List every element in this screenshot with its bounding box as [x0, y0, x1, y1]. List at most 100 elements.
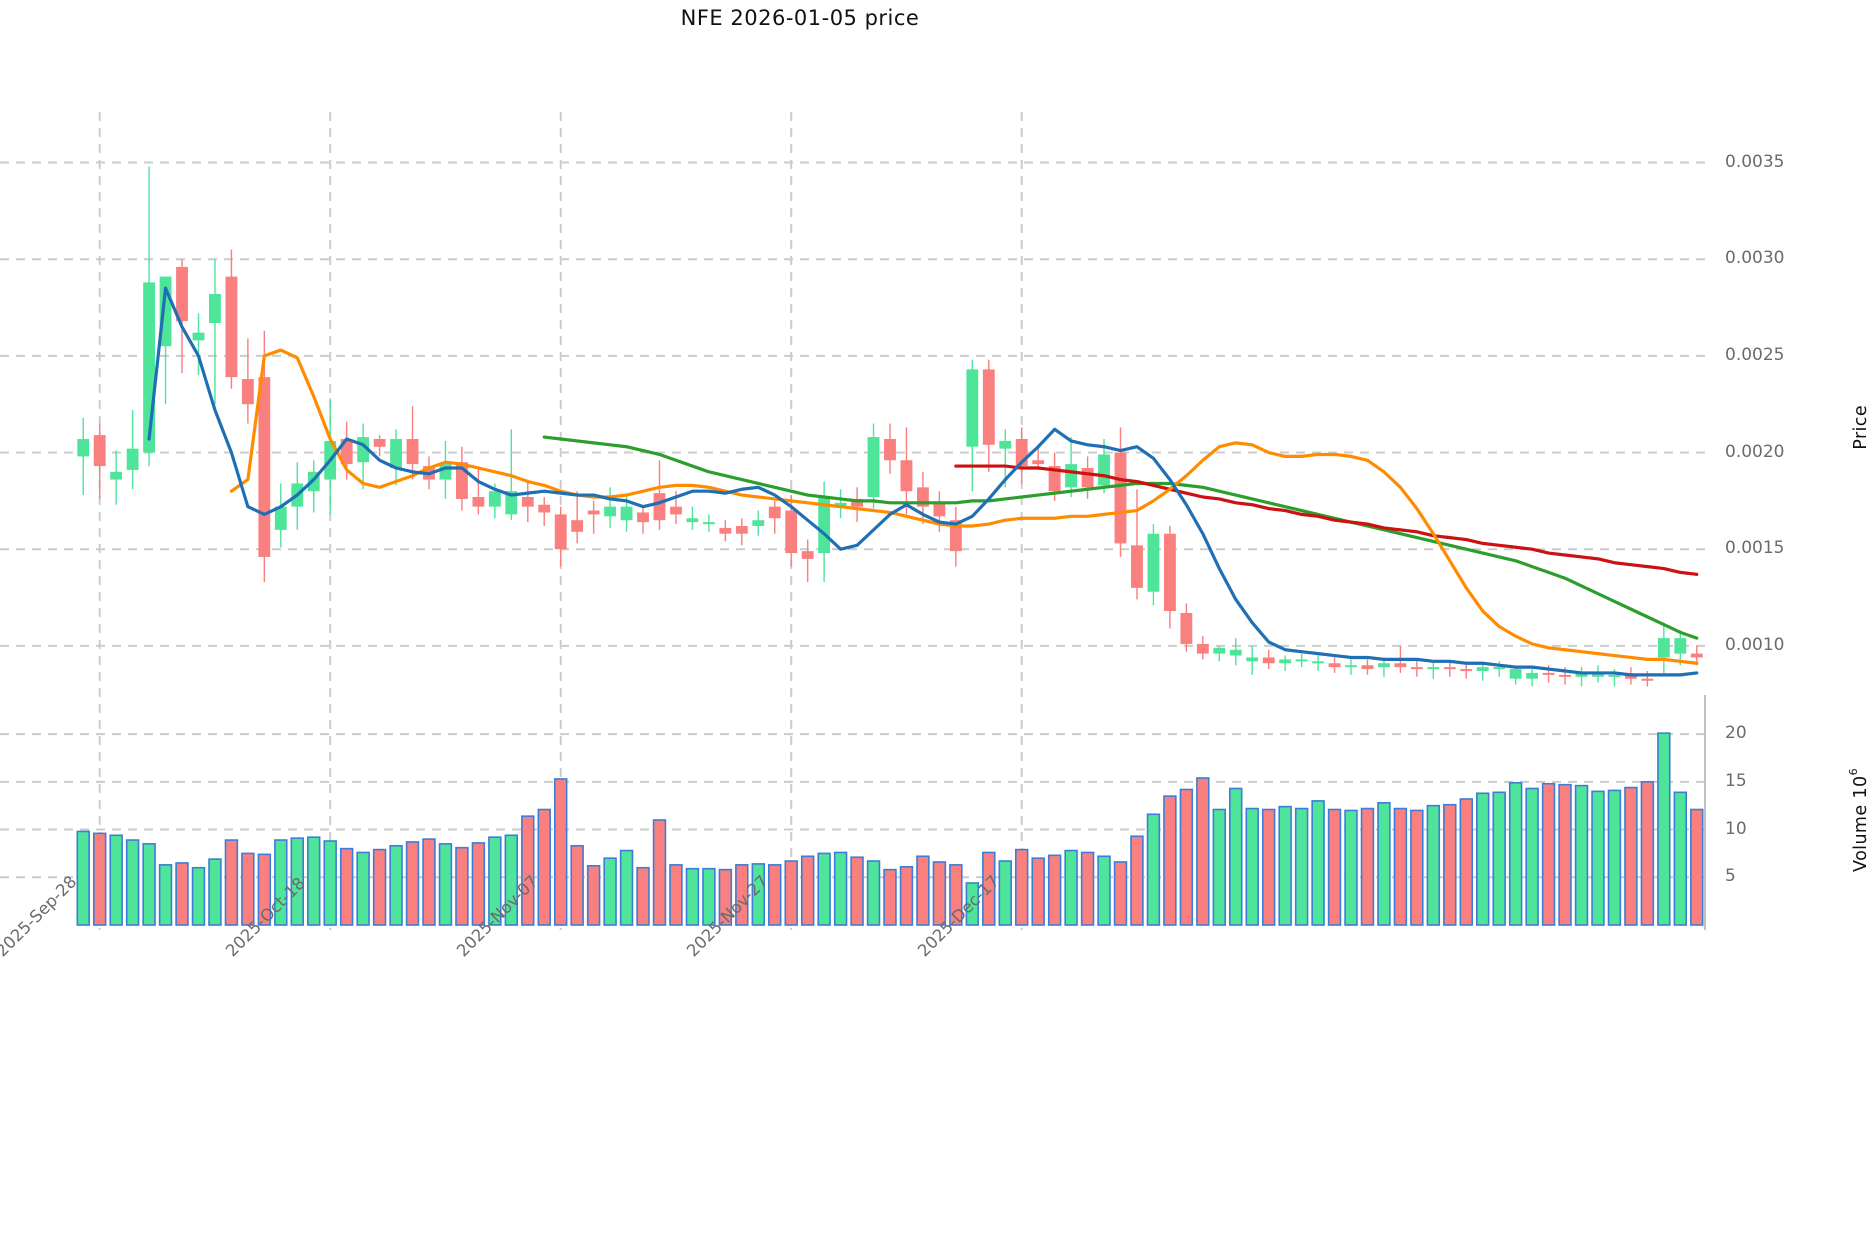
- volume-bar: [455, 846, 469, 926]
- candle-body: [1262, 657, 1275, 664]
- candle-body: [1048, 466, 1061, 492]
- volume-bar: [1426, 804, 1441, 926]
- volume-bar: [241, 852, 255, 926]
- volume-bar: [158, 864, 173, 926]
- volume-bar: [850, 856, 864, 926]
- price-tick-label: 0.0015: [1725, 538, 1785, 559]
- volume-bars-layer: [76, 732, 1704, 926]
- volume-bar: [619, 849, 634, 926]
- volume-bar: [471, 842, 486, 926]
- volume-bar: [257, 853, 272, 926]
- volume-bar: [817, 852, 831, 926]
- candle-body: [670, 506, 682, 515]
- candle-body: [258, 377, 271, 557]
- volume-bar: [883, 868, 897, 926]
- volume-bar: [1130, 835, 1144, 926]
- volume-bar: [1541, 782, 1556, 926]
- volume-bar: [356, 851, 370, 926]
- volume-bar: [735, 864, 749, 926]
- moving-average-lines-layer: [147, 286, 1699, 677]
- candle-body: [439, 464, 452, 480]
- candle-body: [455, 462, 468, 499]
- candle-body: [1443, 667, 1456, 670]
- price-tick-label: 0.0020: [1725, 441, 1785, 462]
- candle-body: [488, 491, 501, 507]
- candle-body: [1592, 672, 1604, 677]
- volume-bar: [603, 857, 617, 926]
- candle-body: [357, 437, 370, 463]
- volume-axis-title-text: Volume 10: [1851, 775, 1871, 872]
- candle-body: [851, 498, 863, 507]
- candle-body: [801, 551, 814, 559]
- volume-bar: [1196, 777, 1210, 926]
- volume-tick-label: 15: [1725, 770, 1747, 791]
- candle-body: [1015, 439, 1028, 467]
- volume-bar: [1591, 790, 1605, 926]
- volume-bar: [1261, 808, 1276, 926]
- candle-body: [966, 369, 979, 447]
- candle-body: [209, 294, 221, 323]
- volume-bar: [669, 864, 683, 926]
- volume-bar: [1344, 809, 1358, 926]
- ma-line-green: [542, 435, 1699, 640]
- volume-bar: [1294, 807, 1309, 926]
- volume-bar: [537, 808, 551, 926]
- volume-bar: [768, 864, 782, 926]
- volume-bar: [290, 837, 305, 926]
- volume-bar: [142, 843, 156, 926]
- volume-bar: [1640, 781, 1655, 926]
- volume-bar: [1014, 848, 1029, 926]
- volume-bar: [586, 865, 601, 926]
- volume-bar: [438, 843, 453, 926]
- candle-body: [1394, 663, 1407, 668]
- candle-body: [225, 276, 238, 378]
- volume-bar: [224, 839, 239, 926]
- candle-body: [571, 520, 584, 532]
- volume-bar: [389, 844, 403, 926]
- volume-bar: [1031, 857, 1045, 926]
- candle-body: [1147, 533, 1160, 592]
- candle-body: [1196, 643, 1209, 654]
- candle-body: [1229, 649, 1242, 656]
- volume-bar: [488, 836, 502, 926]
- candle-body: [686, 518, 699, 523]
- volume-bar: [372, 848, 387, 926]
- volume-bar: [1607, 789, 1622, 926]
- volume-bar: [1064, 849, 1078, 926]
- candle-body: [752, 520, 765, 526]
- ma-line-red: [954, 464, 1699, 576]
- candle-body: [241, 379, 254, 405]
- ma-line-orange: [229, 348, 1699, 665]
- candle-body: [719, 527, 732, 534]
- volume-tick-label: 20: [1725, 723, 1747, 744]
- candle-body: [77, 439, 90, 457]
- candle-body: [1427, 667, 1440, 670]
- candle-body: [1345, 665, 1357, 668]
- candle-body: [1460, 669, 1473, 672]
- candlestick-layer: [77, 166, 1703, 687]
- volume-bar: [1508, 781, 1523, 926]
- volume-bar: [422, 838, 436, 926]
- chart-title: NFE 2026-01-05 price: [680, 6, 920, 30]
- volume-bar: [1574, 784, 1589, 926]
- candle-body: [472, 497, 485, 507]
- candle-body: [1674, 638, 1687, 654]
- candle-body: [1246, 657, 1259, 662]
- volume-tick-label: 5: [1725, 866, 1736, 887]
- candle-body: [587, 510, 600, 515]
- volume-bar: [1459, 798, 1473, 926]
- volume-bar: [274, 839, 288, 926]
- candle-body: [176, 266, 188, 322]
- volume-bar: [932, 861, 947, 926]
- candle-body: [110, 471, 123, 480]
- candle-body: [1493, 667, 1506, 670]
- volume-bar: [1080, 851, 1095, 926]
- candle-body: [735, 526, 748, 534]
- volume-bar: [1113, 861, 1128, 926]
- candle-body: [521, 497, 534, 507]
- candle-body: [373, 439, 386, 447]
- volume-bar: [751, 863, 766, 926]
- candle-body: [1081, 468, 1094, 488]
- price-axis-title: Price: [1851, 405, 1871, 450]
- candle-body: [867, 437, 880, 497]
